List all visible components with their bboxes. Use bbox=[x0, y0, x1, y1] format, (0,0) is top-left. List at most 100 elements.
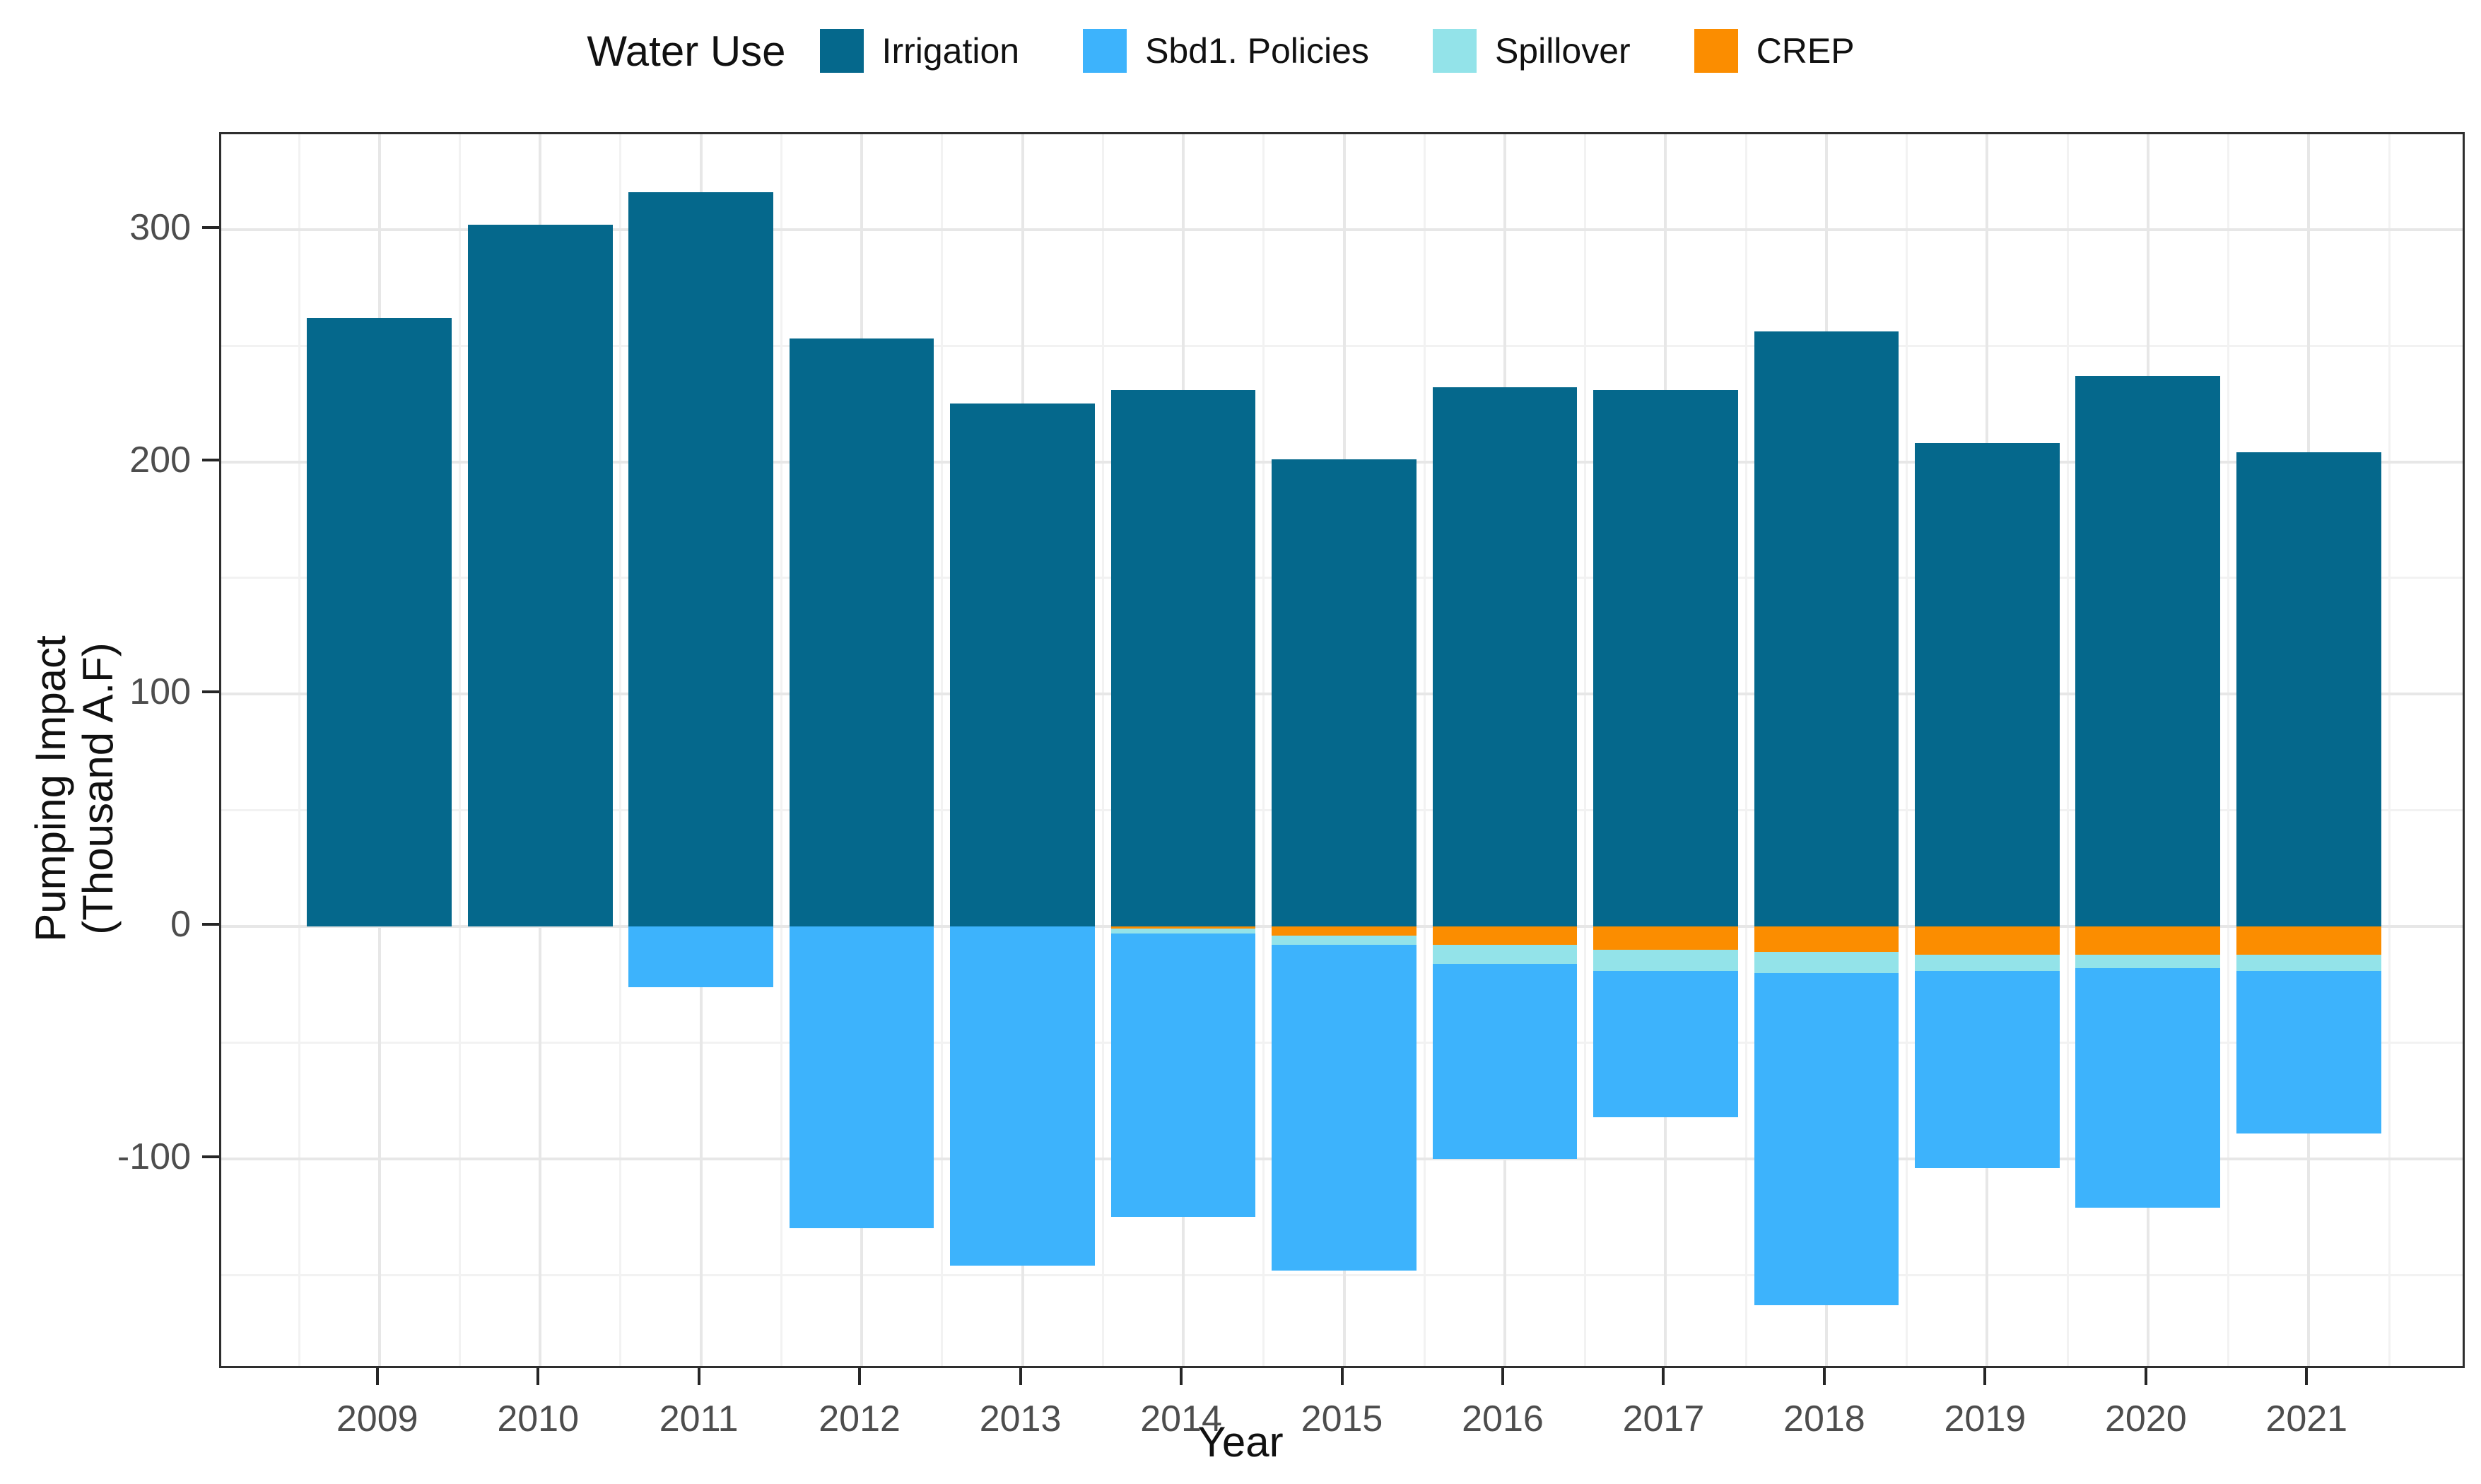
bar-2018-crep bbox=[1754, 926, 1899, 953]
legend: Water Use Irrigation Sbd1. Policies Spillo… bbox=[0, 16, 2481, 86]
y-axis-tick bbox=[202, 690, 219, 694]
legend-item-crep: CREP bbox=[1694, 29, 1855, 73]
bar-2014-sbd1-policies bbox=[1110, 933, 1256, 1217]
x-axis-tick-label: 2021 bbox=[2265, 1398, 2348, 1439]
bar-2011-irrigation bbox=[628, 192, 773, 927]
bar-2012-irrigation bbox=[789, 338, 934, 927]
bar-2014-spillover bbox=[1110, 929, 1256, 934]
gridline-minor-vertical bbox=[458, 134, 461, 1366]
x-axis-tick-label: 2018 bbox=[1783, 1398, 1865, 1439]
bar-2020-crep bbox=[2075, 926, 2221, 955]
bar-2021-sbd1-policies bbox=[2236, 970, 2381, 1133]
gridline-minor-vertical bbox=[2227, 134, 2230, 1366]
legend-title: Water Use bbox=[587, 27, 786, 75]
y-axis-tick bbox=[202, 1155, 219, 1158]
x-axis-tick bbox=[536, 1368, 540, 1385]
legend-item-label: Irrigation bbox=[881, 31, 1020, 71]
y-axis-tick-label: -100 bbox=[117, 1136, 191, 1177]
bar-2011-sbd1-policies bbox=[628, 926, 773, 987]
bar-2018-spillover bbox=[1754, 952, 1899, 973]
x-axis-tick bbox=[1501, 1368, 1504, 1385]
y-axis-tick bbox=[202, 458, 219, 461]
bar-2017-irrigation bbox=[1593, 389, 1738, 927]
bar-2012-sbd1-policies bbox=[789, 926, 934, 1229]
legend-swatch bbox=[1432, 29, 1477, 73]
bar-2018-irrigation bbox=[1754, 331, 1899, 927]
gridline-minor-vertical bbox=[1423, 134, 1426, 1366]
x-axis-tick bbox=[1019, 1368, 1022, 1385]
bar-2020-irrigation bbox=[2075, 375, 2221, 927]
gridline-minor-vertical bbox=[2066, 134, 2069, 1366]
gridline-minor-vertical bbox=[2388, 134, 2391, 1366]
y-axis-tick-label: 0 bbox=[170, 904, 191, 946]
bar-2015-irrigation bbox=[1272, 459, 1417, 927]
y-axis-title: Pumping Impact (Thousand A.F) bbox=[18, 435, 131, 1142]
x-axis-tick bbox=[697, 1368, 700, 1385]
legend-item-label: Sbd1. Policies bbox=[1145, 31, 1369, 71]
x-axis-tick-label: 2011 bbox=[659, 1398, 739, 1439]
bar-2019-crep bbox=[1914, 926, 2060, 955]
bar-2017-sbd1-policies bbox=[1593, 970, 1738, 1117]
legend-item-spillover: Spillover bbox=[1432, 29, 1631, 73]
bar-2020-sbd1-policies bbox=[2075, 968, 2221, 1208]
gridline-minor-vertical bbox=[780, 134, 782, 1366]
gridline-minor-vertical bbox=[1744, 134, 1747, 1366]
bar-2019-irrigation bbox=[1914, 443, 2060, 927]
y-axis-tick-label: 100 bbox=[129, 671, 191, 713]
bar-2021-irrigation bbox=[2236, 452, 2381, 927]
gridline-minor-vertical bbox=[1906, 134, 1908, 1366]
bar-2015-sbd1-policies bbox=[1272, 945, 1417, 1271]
bar-2019-sbd1-policies bbox=[1914, 970, 2060, 1168]
x-axis-title: Year bbox=[1197, 1418, 1284, 1466]
y-axis-tick-label: 200 bbox=[129, 439, 191, 481]
y-axis-tick bbox=[202, 225, 219, 229]
gridline-minor-vertical bbox=[298, 134, 300, 1366]
bar-2016-spillover bbox=[1432, 945, 1578, 964]
legend-swatch bbox=[1694, 29, 1738, 73]
bar-2015-crep bbox=[1272, 926, 1417, 936]
bar-2014-crep bbox=[1110, 926, 1256, 929]
bar-2015-spillover bbox=[1272, 936, 1417, 946]
x-axis-tick-label: 2009 bbox=[336, 1398, 418, 1439]
legend-swatch bbox=[819, 29, 864, 73]
plot-panel bbox=[219, 132, 2465, 1368]
legend-item-label: Spillover bbox=[1494, 31, 1631, 71]
legend-swatch bbox=[1083, 29, 1127, 73]
x-axis-tick bbox=[1340, 1368, 1344, 1385]
gridline-minor-vertical bbox=[1584, 134, 1587, 1366]
bar-2019-spillover bbox=[1914, 954, 2060, 971]
bar-2014-irrigation bbox=[1110, 389, 1256, 927]
legend-item-irrigation: Irrigation bbox=[819, 29, 1020, 73]
y-axis-tick-label: 300 bbox=[129, 206, 191, 248]
x-axis-tick-label: 2016 bbox=[1462, 1398, 1544, 1439]
x-axis-tick-label: 2017 bbox=[1622, 1398, 1705, 1439]
bar-2020-spillover bbox=[2075, 954, 2221, 969]
x-axis-tick bbox=[1983, 1368, 1987, 1385]
gridline-minor-vertical bbox=[1262, 134, 1265, 1366]
x-axis-tick bbox=[375, 1368, 379, 1385]
gridline-minor-horizontal bbox=[221, 344, 2463, 347]
bar-2021-spillover bbox=[2236, 954, 2381, 971]
x-axis-tick-label: 2020 bbox=[2104, 1398, 2187, 1439]
legend-item-label: CREP bbox=[1756, 31, 1855, 71]
x-axis-tick bbox=[858, 1368, 862, 1385]
x-axis-tick bbox=[2144, 1368, 2147, 1385]
legend-item-sbd1-policies: Sbd1. Policies bbox=[1083, 29, 1369, 73]
x-axis-tick bbox=[2305, 1368, 2309, 1385]
bar-2013-irrigation bbox=[950, 404, 1095, 927]
bar-2009-irrigation bbox=[307, 317, 452, 927]
x-axis-tick-label: 2010 bbox=[497, 1398, 580, 1439]
x-axis-tick-label: 2013 bbox=[979, 1398, 1062, 1439]
gridline-major-horizontal bbox=[221, 228, 2463, 231]
x-axis-tick-label: 2015 bbox=[1301, 1398, 1383, 1439]
bar-2016-sbd1-policies bbox=[1432, 963, 1578, 1159]
x-axis-tick bbox=[1662, 1368, 1665, 1385]
gridline-minor-horizontal bbox=[221, 1273, 2463, 1276]
bar-2013-sbd1-policies bbox=[950, 926, 1095, 1266]
bar-2017-crep bbox=[1593, 926, 1738, 950]
bar-2010-irrigation bbox=[467, 225, 613, 927]
bar-2021-crep bbox=[2236, 926, 2381, 955]
gridline-minor-vertical bbox=[619, 134, 622, 1366]
bar-2016-irrigation bbox=[1432, 387, 1578, 927]
